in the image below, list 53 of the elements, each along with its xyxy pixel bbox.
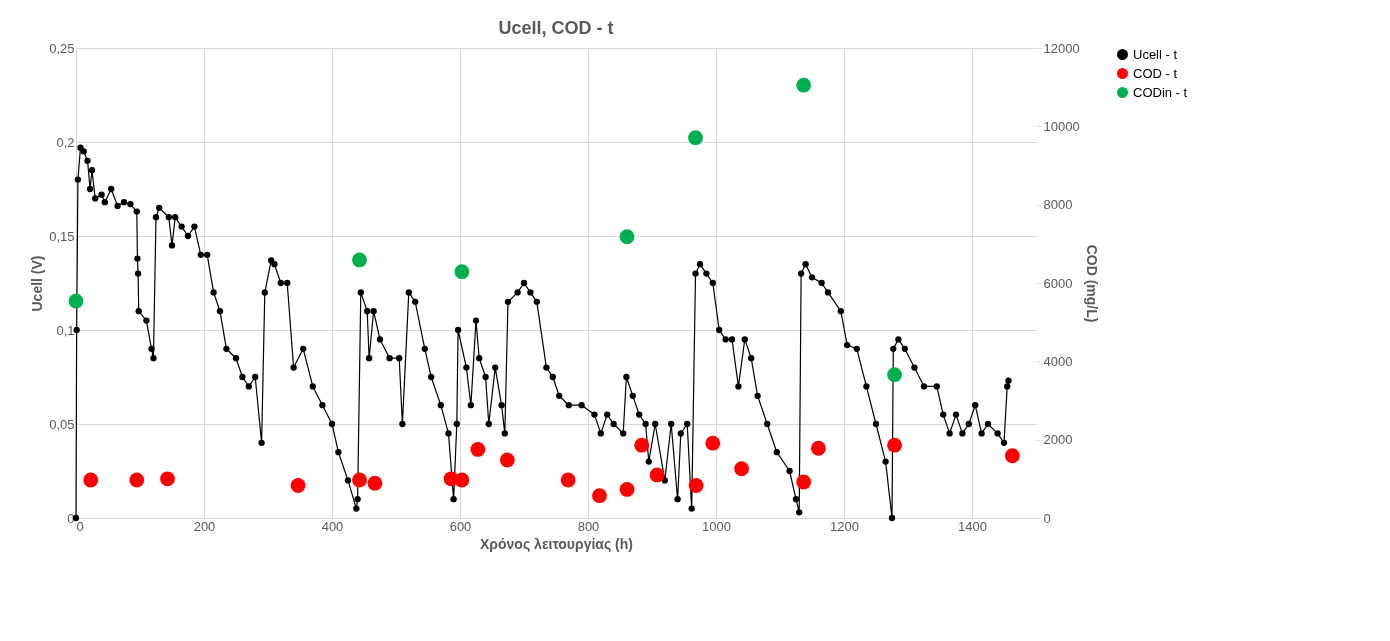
point <box>887 367 902 383</box>
legend-label: COD - t <box>1133 65 1178 81</box>
point <box>810 440 826 456</box>
x-tick-label: 1200 <box>830 518 859 534</box>
y-axis-title: Ucell (V) <box>29 255 46 312</box>
y2-tick-label: 4000 <box>1043 353 1073 369</box>
point <box>688 130 703 146</box>
point <box>705 435 721 451</box>
y2-tick-label: 10000 <box>1043 118 1080 134</box>
x-tick-label: 600 <box>449 518 472 534</box>
point <box>68 293 84 309</box>
point <box>887 437 902 453</box>
point <box>454 472 470 488</box>
legend-label: Ucell - t <box>1133 46 1178 62</box>
point <box>160 471 175 487</box>
point <box>83 472 99 488</box>
point <box>352 472 367 488</box>
x-tick-label: 400 <box>321 518 344 534</box>
point <box>454 264 470 280</box>
point <box>367 475 383 491</box>
y2-tick-label: 6000 <box>1043 275 1073 291</box>
point <box>290 478 306 493</box>
x-tick-label: 200 <box>193 518 216 534</box>
point <box>619 482 635 497</box>
point <box>470 442 486 457</box>
point <box>592 488 607 504</box>
point <box>649 467 665 483</box>
point <box>129 472 145 488</box>
x-tick-label: 1000 <box>702 518 731 534</box>
y2-tick-label: 12000 <box>1043 40 1080 56</box>
point <box>688 478 704 493</box>
point <box>796 77 812 93</box>
point <box>634 437 650 453</box>
y-tick-label: 0,25 <box>49 40 75 56</box>
x-axis-title: Χρόνος λειτουργίας (h) <box>480 535 633 552</box>
point <box>560 472 576 488</box>
point <box>796 474 812 490</box>
y-tick-label: 0,2 <box>56 134 75 150</box>
y-tick-label: 0,1 <box>56 322 75 338</box>
chart-title: Ucell, COD - t <box>498 18 614 38</box>
x-tick-label: 800 <box>577 518 600 534</box>
point <box>499 452 515 468</box>
y-tick-label: 0,05 <box>49 416 75 432</box>
x-tick-label: 1400 <box>958 518 987 534</box>
y2-axis-title: COD (mg/L) <box>1083 244 1100 323</box>
point <box>352 252 367 268</box>
y-tick-label: 0,15 <box>49 228 75 244</box>
y2-tick-label: 8000 <box>1043 197 1073 213</box>
y2-tick-label: 2000 <box>1043 432 1073 448</box>
point <box>619 229 635 245</box>
point <box>1004 448 1020 464</box>
point <box>734 461 750 477</box>
legend-label: CODin - t <box>1133 84 1188 100</box>
